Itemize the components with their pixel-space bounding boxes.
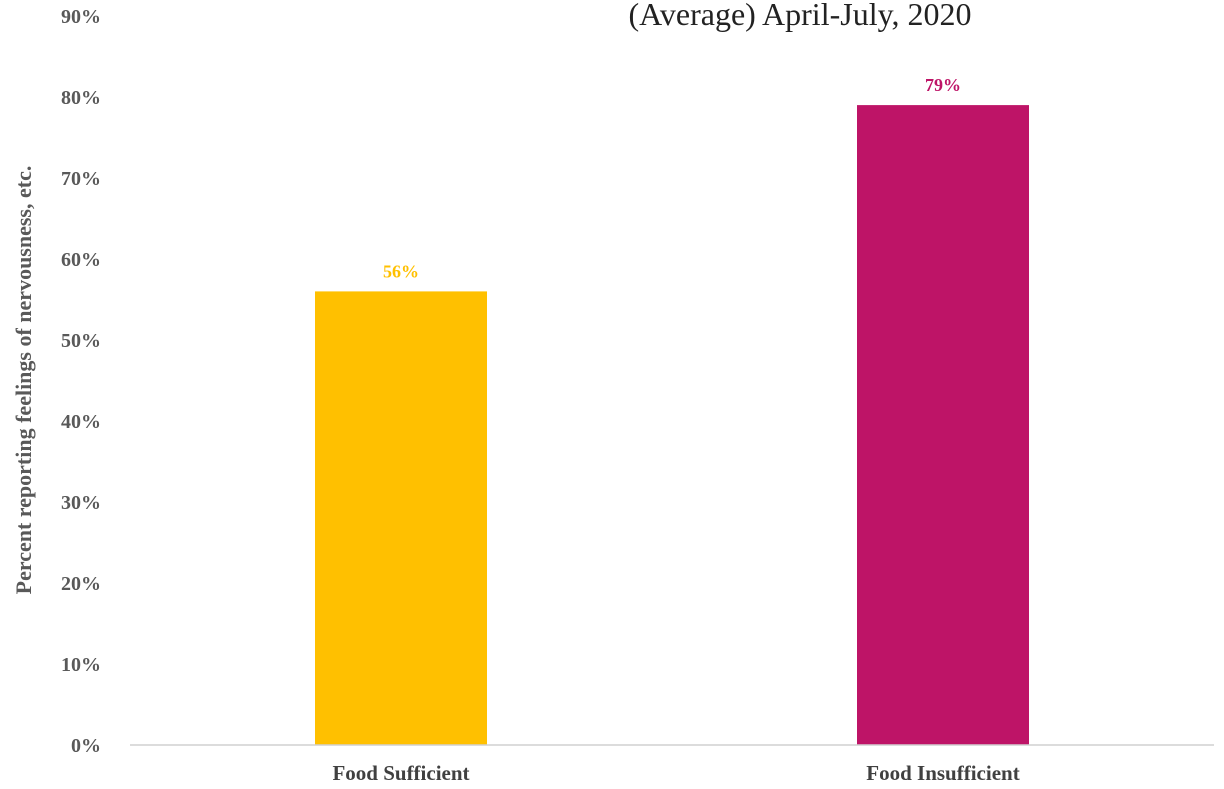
bar	[315, 291, 487, 745]
x-axis-categories: Food Sufficient Food Insufficient	[332, 761, 1019, 785]
bar	[857, 105, 1029, 746]
x-category-label: Food Insufficient	[866, 761, 1019, 785]
y-axis-ticks: 0% 10% 20% 30% 40% 50% 60% 70% 80% 90%	[61, 6, 101, 757]
y-tick-label: 60%	[61, 249, 101, 271]
data-label: 79%	[925, 75, 961, 95]
y-axis-label: Percent reporting feelings of nervousnes…	[11, 166, 36, 595]
y-tick-label: 30%	[61, 492, 101, 514]
y-tick-label: 80%	[61, 87, 101, 109]
chart-title: (Average) April-July, 2020	[628, 0, 971, 32]
y-tick-label: 0%	[71, 735, 101, 757]
y-tick-label: 90%	[61, 6, 101, 28]
bars	[315, 105, 1029, 746]
y-tick-label: 10%	[61, 654, 101, 676]
y-tick-label: 50%	[61, 330, 101, 352]
y-tick-label: 20%	[61, 573, 101, 595]
y-tick-label: 70%	[61, 168, 101, 190]
x-category-label: Food Sufficient	[332, 761, 469, 785]
data-labels: 56% 79%	[383, 75, 961, 281]
data-label: 56%	[383, 261, 419, 281]
y-tick-label: 40%	[61, 411, 101, 433]
